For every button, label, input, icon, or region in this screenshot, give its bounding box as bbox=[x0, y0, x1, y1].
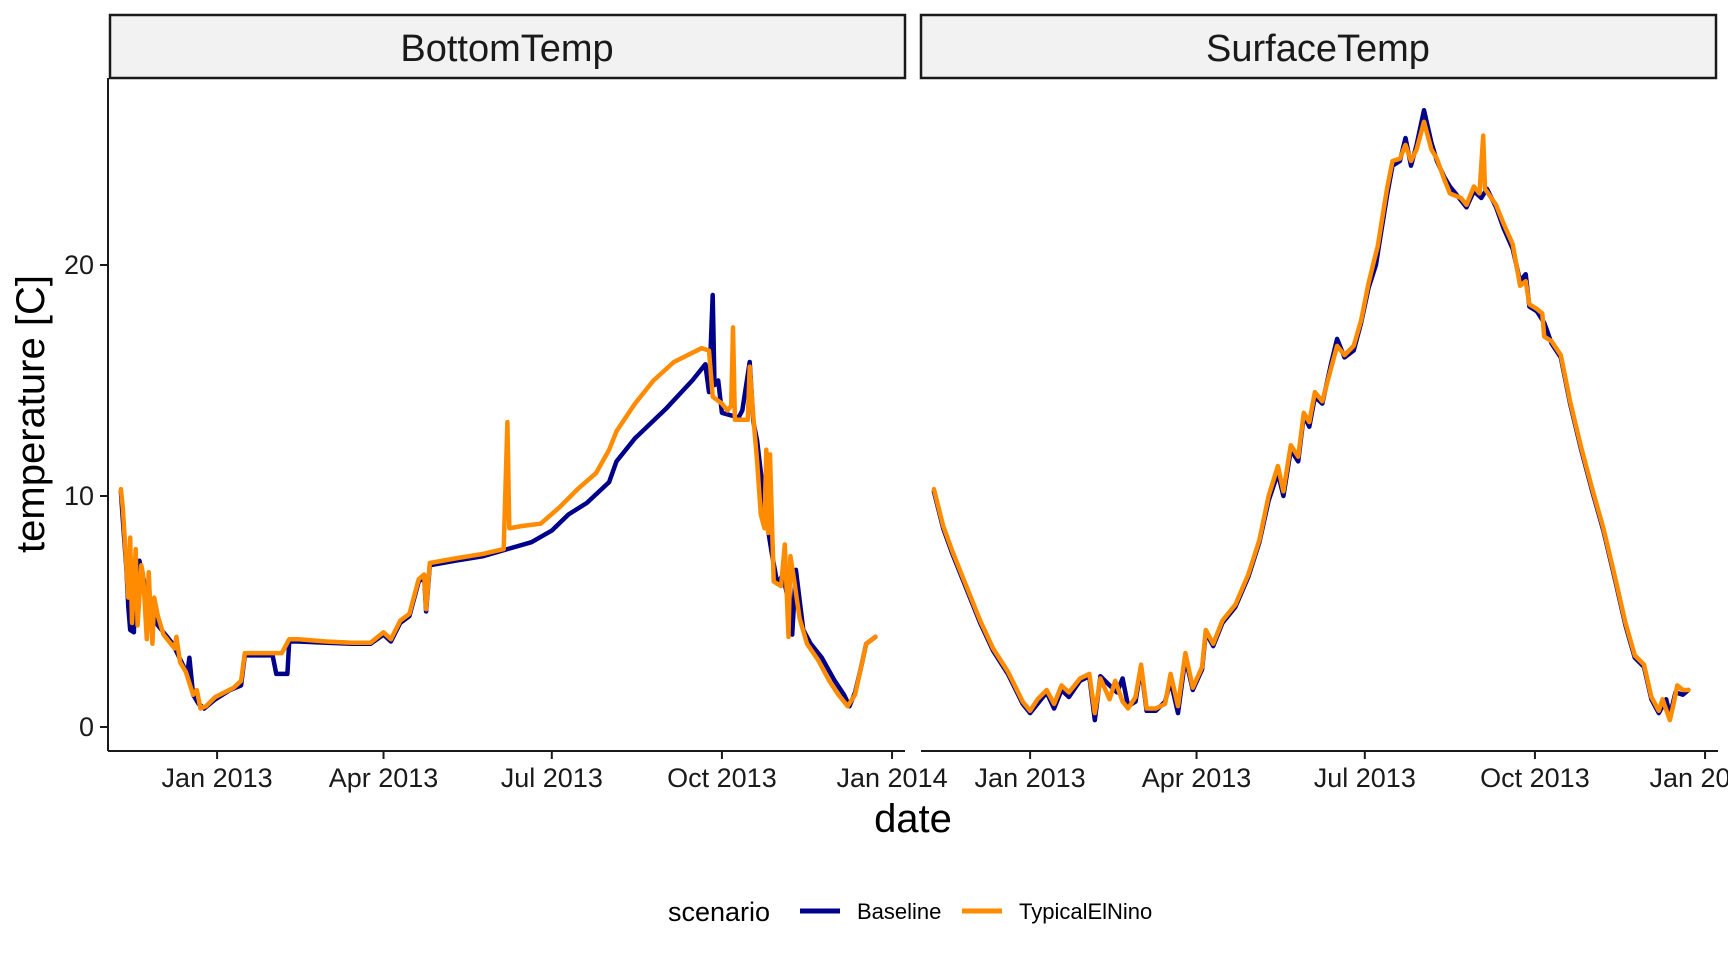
y-tick-label: 10 bbox=[64, 481, 94, 511]
strip-label-surfacetemp: SurfaceTemp bbox=[1206, 28, 1430, 70]
series-line-typicalelnino-surfacetemp bbox=[931, 119, 1691, 723]
y-axis-ticks: 0 10 20 bbox=[64, 250, 108, 742]
series-group-surfacetemp bbox=[931, 107, 1691, 723]
strip-bottomtemp bbox=[108, 13, 907, 80]
panel-surfacetemp: SurfaceTemp bbox=[919, 13, 1718, 752]
legend-title: scenario bbox=[668, 897, 770, 927]
x-tick-label: Apr 2013 bbox=[329, 763, 439, 793]
legend-label-typicalelnino: TypicalElNino bbox=[1019, 899, 1152, 924]
panel-bottomtemp: BottomTemp bbox=[107, 13, 907, 752]
x-tick-label: Oct 2013 bbox=[667, 763, 777, 793]
x-axis-ticks-surfacetemp: Jan 2013 Apr 2013 Jul 2013 Oct 2013 Jan 2014 bbox=[975, 751, 1728, 793]
x-tick-label: Jul 2013 bbox=[501, 763, 603, 793]
x-tick-label: Jul 2013 bbox=[1314, 763, 1416, 793]
x-tick-label: Jan 2014 bbox=[837, 763, 948, 793]
y-tick-label: 20 bbox=[64, 250, 94, 280]
x-tick-label: Jan 2013 bbox=[162, 763, 273, 793]
series-group-bottomtemp bbox=[118, 292, 878, 711]
x-axis-title: date bbox=[874, 797, 952, 841]
x-tick-label: Jan 2013 bbox=[975, 763, 1086, 793]
series-line-typicalelnino-bottomtemp bbox=[118, 325, 878, 711]
x-tick-label: Jan 2014 bbox=[1650, 763, 1728, 793]
series-line-baseline-bottomtemp bbox=[118, 292, 878, 711]
legend: scenario Baseline TypicalElNino bbox=[668, 897, 1152, 927]
strip-surfacetemp bbox=[919, 13, 1718, 80]
y-tick-label: 0 bbox=[79, 712, 94, 742]
strip-label-bottomtemp: BottomTemp bbox=[400, 28, 613, 70]
x-tick-label: Apr 2013 bbox=[1142, 763, 1252, 793]
legend-label-baseline: Baseline bbox=[857, 899, 941, 924]
x-tick-label: Oct 2013 bbox=[1480, 763, 1590, 793]
y-axis-title: temperature [C] bbox=[9, 275, 53, 553]
x-axis-ticks-bottomtemp: Jan 2013 Apr 2013 Jul 2013 Oct 2013 Jan 2014 bbox=[162, 751, 948, 793]
